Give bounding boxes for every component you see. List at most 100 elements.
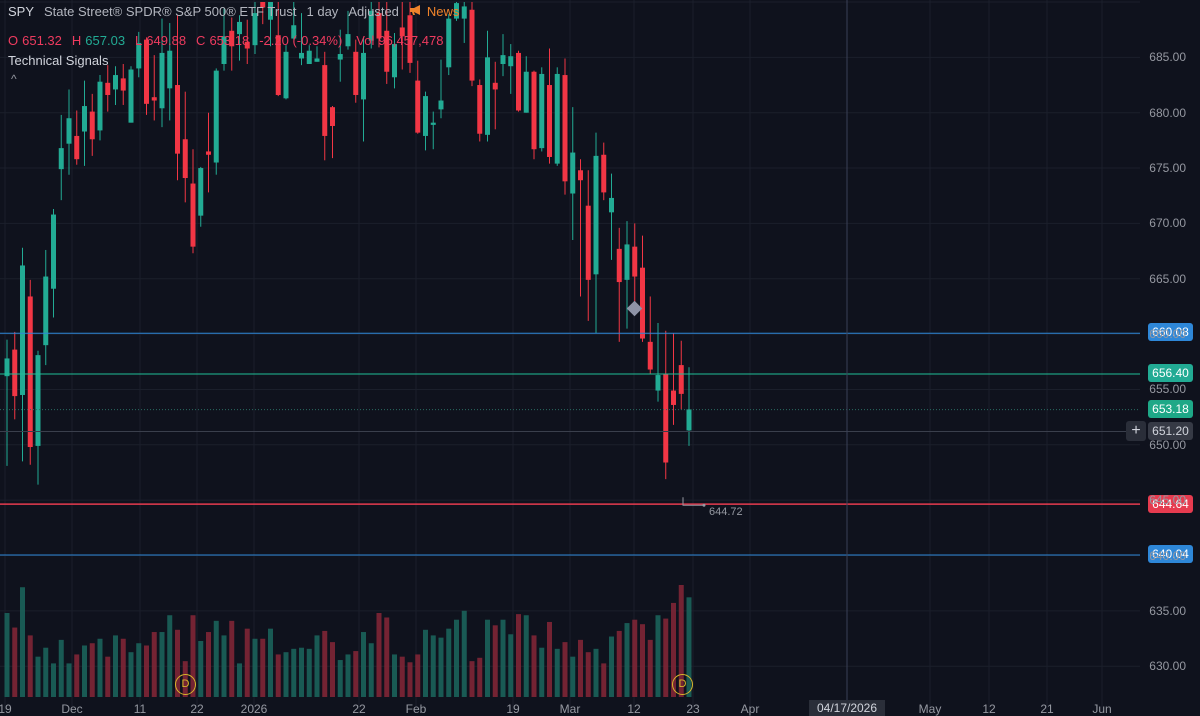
candle-body [151, 97, 157, 101]
candle-body [671, 390, 676, 405]
candle-body [616, 248, 622, 283]
candle-body [105, 82, 111, 95]
volume-bar [523, 615, 529, 697]
volume-bar [500, 619, 506, 697]
volume-bar [20, 587, 25, 697]
candle-body [415, 80, 421, 133]
volume-key: Vol [356, 33, 375, 48]
candle-body [299, 52, 304, 59]
volume-bar [306, 648, 312, 697]
price-tick-label: 630.00 [1149, 659, 1186, 674]
price-label-660[interactable]: 660.08 [1148, 323, 1193, 341]
price-label-656[interactable]: 656.40 [1148, 364, 1193, 382]
candle-body [578, 170, 583, 181]
volume-bar [244, 628, 250, 697]
volume-bar [337, 660, 343, 697]
time-tick-label: Feb [405, 702, 427, 716]
candle-body [430, 122, 436, 125]
time-tick-label: Apr [740, 702, 760, 716]
volume-bar [392, 654, 397, 697]
indicator-label[interactable]: Technical Signals [8, 53, 109, 68]
candle-body [601, 154, 607, 193]
candle-body [492, 82, 498, 90]
indicator-row[interactable]: Technical Signals [8, 53, 108, 68]
volume-bar [97, 638, 103, 697]
volume-bar [384, 617, 390, 697]
candle-body [229, 30, 235, 47]
candle-body [128, 69, 134, 123]
open-key: O [8, 33, 19, 48]
adjustment-label[interactable]: Adjusted [348, 4, 399, 19]
candle-body [392, 44, 397, 78]
volume-bar [554, 648, 560, 697]
news-label[interactable]: News [426, 4, 460, 19]
volume-bar [609, 636, 614, 697]
price-tick-label: 655.00 [1149, 382, 1186, 397]
volume-bar [415, 654, 421, 697]
candle-body [632, 246, 638, 277]
volume-bar [151, 632, 157, 697]
volume-bar [624, 623, 630, 697]
volume-bar [229, 620, 235, 697]
volume-bar [291, 648, 297, 697]
collapse-caret-icon[interactable]: ^ [11, 72, 17, 86]
candle-body [508, 56, 514, 67]
price-label-640[interactable]: 640.04 [1148, 545, 1193, 563]
volume-bar [43, 647, 49, 697]
crosshair-date-label: 04/17/2026 [809, 700, 885, 716]
price-tick-label: 665.00 [1149, 271, 1186, 286]
candle-body [190, 183, 196, 247]
candle-body [82, 106, 87, 132]
volume-bar [299, 647, 304, 697]
volume-bar [640, 624, 645, 697]
candle-body [423, 96, 428, 136]
candle-body [97, 81, 103, 131]
time-tick-label: Mar [559, 702, 581, 716]
candle-body [136, 42, 142, 69]
candle-body [237, 21, 242, 35]
dividend-marker[interactable]: D [672, 674, 693, 695]
price-label-644[interactable]: 644.64 [1148, 495, 1193, 513]
volume-bar [190, 615, 196, 697]
time-tick-label: 2026 [240, 702, 268, 716]
volume-bar [113, 635, 118, 697]
volume-bar [585, 652, 591, 697]
news-megaphone-icon[interactable] [409, 4, 423, 19]
candle-body [523, 71, 529, 113]
candle-body [446, 18, 452, 68]
candle-body [35, 355, 41, 446]
price-tick-label: 640.00 [1149, 548, 1186, 563]
dividend-marker[interactable]: D [175, 674, 196, 695]
high-key: H [71, 33, 82, 48]
volume-bar [485, 619, 490, 697]
time-tick-label: 12 [982, 702, 996, 716]
time-tick-label: 19 [506, 702, 520, 716]
price-tick-label: 635.00 [1149, 603, 1186, 618]
low-value: 649.88 [146, 33, 187, 48]
low-bracket [682, 497, 703, 506]
symbol-label[interactable]: SPY [8, 4, 35, 19]
time-tick-label: 23 [686, 702, 700, 716]
volume-bar [454, 619, 459, 697]
volume-bar [175, 629, 180, 697]
interval-label[interactable]: 1 day [306, 4, 339, 19]
candle-body [609, 197, 614, 213]
candle-body [368, 10, 374, 41]
diamond-marker-icon [626, 300, 643, 317]
candle-body [624, 244, 630, 280]
plus-icon[interactable]: + [1126, 421, 1146, 441]
candle-body [66, 118, 72, 144]
candle-body [20, 265, 25, 395]
candle-body [663, 373, 669, 463]
volume-bar [446, 628, 452, 697]
volume-bar [128, 652, 134, 697]
candle-body [585, 205, 591, 280]
volume-bar [469, 661, 475, 697]
volume-bar [492, 625, 498, 697]
candle-body [27, 296, 33, 448]
volume-bar [74, 654, 80, 697]
candle-body [120, 78, 126, 91]
volume-bar [562, 642, 568, 697]
candle-body [244, 41, 250, 49]
